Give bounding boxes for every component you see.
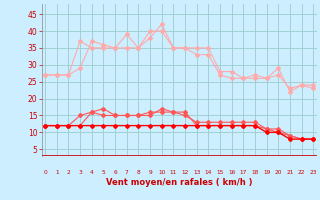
X-axis label: Vent moyen/en rafales ( km/h ): Vent moyen/en rafales ( km/h ) (106, 178, 252, 187)
